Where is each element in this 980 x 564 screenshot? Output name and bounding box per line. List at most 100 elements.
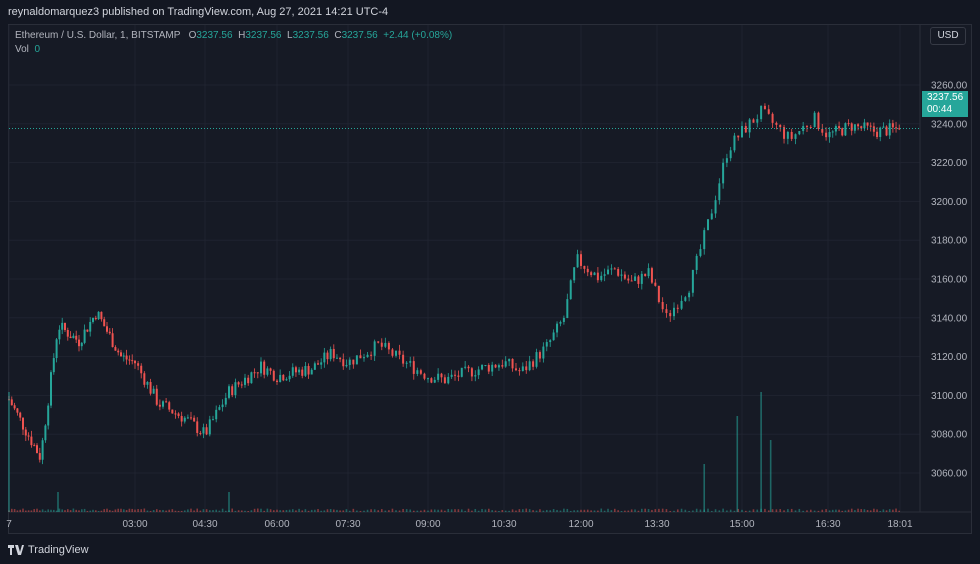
candle-body xyxy=(535,352,538,367)
candle-body xyxy=(809,127,812,129)
candle-body xyxy=(131,360,134,362)
y-tick-label: 3120.00 xyxy=(931,352,968,363)
candle-body xyxy=(464,366,467,368)
candle-body xyxy=(370,354,373,356)
candle-body xyxy=(767,109,770,114)
x-tick-label: 15:00 xyxy=(729,519,754,530)
candle-body xyxy=(447,376,450,384)
candle-body xyxy=(64,322,66,330)
candle-body xyxy=(266,368,269,375)
volume-bar xyxy=(234,510,237,512)
volume-bar xyxy=(684,509,687,512)
volume-bar xyxy=(488,508,490,512)
volume-bar xyxy=(748,510,751,512)
candle-body xyxy=(342,359,345,367)
candle-body xyxy=(676,307,679,309)
candle-body xyxy=(620,274,623,276)
symbol-name[interactable]: Ethereum / U.S. Dollar, 1, BITSTAMP xyxy=(15,30,181,41)
candle-body xyxy=(857,124,860,127)
candle-body xyxy=(573,267,576,281)
volume-bar xyxy=(835,509,837,512)
candle-body xyxy=(307,365,310,375)
candle-body xyxy=(352,359,355,365)
candle-body xyxy=(888,123,891,136)
volume-bar xyxy=(847,509,850,512)
volume-bar xyxy=(317,509,319,512)
candle-body xyxy=(748,119,751,133)
candle-body xyxy=(805,126,808,128)
candle-body xyxy=(409,361,412,363)
volume-bar xyxy=(409,509,412,512)
volume-bar xyxy=(850,508,853,512)
candle-body xyxy=(13,405,16,409)
volume-bar xyxy=(187,509,189,512)
candle-body xyxy=(831,131,834,133)
volume-bar xyxy=(165,510,167,512)
candle-body xyxy=(669,313,672,317)
candle-body xyxy=(329,348,332,360)
volume-bar xyxy=(542,510,545,512)
volume-bar xyxy=(427,510,429,512)
candle-body xyxy=(688,292,691,298)
volume-bar xyxy=(844,510,847,512)
volume-bar xyxy=(624,510,626,512)
volume-bar xyxy=(794,510,797,512)
volume-bar xyxy=(253,508,256,512)
volume-bar xyxy=(125,509,128,512)
candle-body xyxy=(108,331,111,334)
volume-bar xyxy=(114,509,117,512)
candle-body xyxy=(97,311,100,320)
y-tick-label: 3080.00 xyxy=(931,430,968,441)
volume-bar xyxy=(41,509,44,512)
candle-body xyxy=(566,299,569,318)
candle-body xyxy=(294,367,297,373)
candle-body xyxy=(586,268,589,273)
volume-bar xyxy=(149,510,152,512)
volume-bar xyxy=(787,509,789,512)
volume-bar xyxy=(501,509,504,512)
volume-bar xyxy=(373,509,376,512)
volume-bar xyxy=(620,510,623,512)
volume-bar xyxy=(329,509,332,512)
volume-value: 0 xyxy=(34,44,41,55)
candle-body xyxy=(117,350,120,353)
volume-bar xyxy=(103,509,105,512)
x-tick-label: 13:30 xyxy=(644,519,669,530)
candle-body xyxy=(345,364,348,367)
published-info: reynaldomarquez3 published on TradingVie… xyxy=(8,6,389,18)
high-value: 3237.56 xyxy=(245,30,282,41)
candle-body xyxy=(61,322,64,330)
candle-body xyxy=(593,272,596,276)
volume-bar xyxy=(779,509,782,512)
candle-body xyxy=(326,352,329,360)
x-tick-label: 16:30 xyxy=(815,519,840,530)
y-tick-label: 3160.00 xyxy=(931,275,968,286)
candle-body xyxy=(55,339,58,359)
candle-body xyxy=(725,158,728,163)
volume-bar xyxy=(221,508,224,512)
close-value: 3237.56 xyxy=(341,30,378,41)
currency-button[interactable]: USD xyxy=(930,27,966,45)
candle-body xyxy=(650,268,653,283)
candle-body xyxy=(180,415,183,422)
candle-body xyxy=(786,131,789,139)
candle-body xyxy=(657,285,660,303)
footer: TradingView xyxy=(8,544,89,556)
volume-bar xyxy=(821,509,824,512)
volume-bar xyxy=(106,508,108,512)
volume-bar xyxy=(528,509,531,512)
candle-body xyxy=(569,280,572,300)
candle-body xyxy=(174,413,177,415)
volume-bar xyxy=(498,510,500,512)
candle-body xyxy=(291,367,294,376)
candle-body xyxy=(783,127,786,139)
candle-body xyxy=(146,381,149,385)
candle-body xyxy=(190,417,192,419)
volume-bar xyxy=(444,510,446,512)
candle-body xyxy=(228,386,230,398)
candle-body xyxy=(885,126,888,136)
volume-bar xyxy=(89,510,91,512)
candle-body xyxy=(196,421,199,433)
volume-bar xyxy=(257,508,259,512)
